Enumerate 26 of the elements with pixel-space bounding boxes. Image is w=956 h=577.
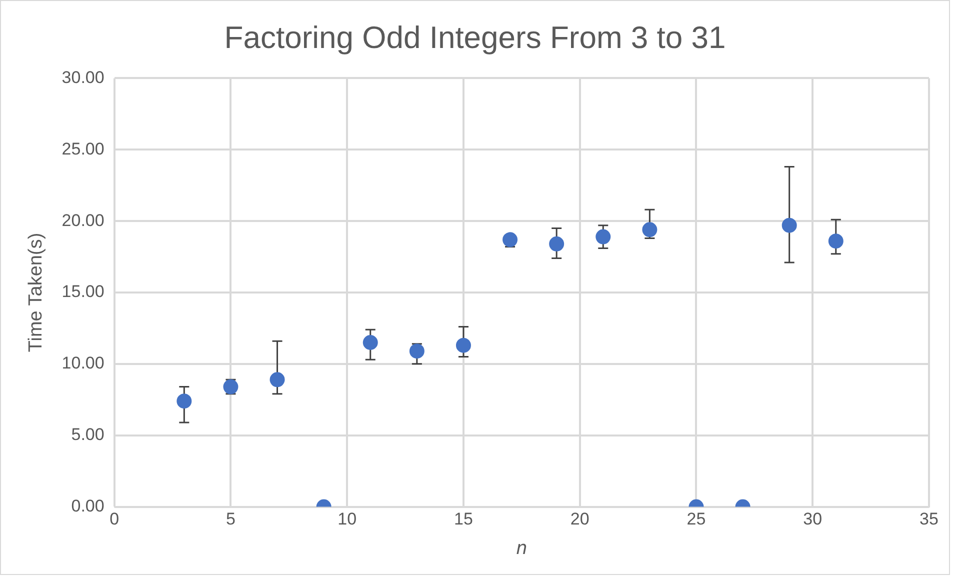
y-tick-label: 0.00 bbox=[71, 496, 104, 516]
chart-title: Factoring Odd Integers From 3 to 31 bbox=[224, 20, 726, 56]
y-tick-label: 10.00 bbox=[62, 354, 104, 373]
x-tick-label: 30 bbox=[803, 510, 822, 529]
y-tick-label: 30.00 bbox=[62, 68, 104, 87]
y-tick-label: 15.00 bbox=[62, 282, 104, 302]
x-tick-label: 20 bbox=[570, 510, 590, 529]
point bbox=[409, 344, 424, 359]
x-tick-label: 35 bbox=[920, 510, 938, 529]
point bbox=[456, 338, 471, 353]
x-tick-label: 15 bbox=[454, 510, 473, 529]
y-axis-title: Time Taken(s) bbox=[26, 232, 47, 352]
point bbox=[642, 222, 658, 238]
x-tick-label: 25 bbox=[686, 510, 706, 529]
x-tick-label: 0 bbox=[110, 510, 120, 529]
point bbox=[828, 234, 844, 249]
x-axis-title: n bbox=[516, 538, 527, 559]
point bbox=[362, 335, 378, 350]
x-tick-label: 5 bbox=[226, 510, 236, 529]
point bbox=[549, 236, 564, 252]
y-tick-label: 20.00 bbox=[62, 210, 104, 230]
point bbox=[782, 218, 797, 233]
y-tick-label: 25.00 bbox=[62, 139, 104, 158]
point bbox=[596, 229, 611, 244]
x-tick-label: 10 bbox=[338, 510, 357, 529]
y-tick-label: 5.00 bbox=[71, 425, 104, 444]
